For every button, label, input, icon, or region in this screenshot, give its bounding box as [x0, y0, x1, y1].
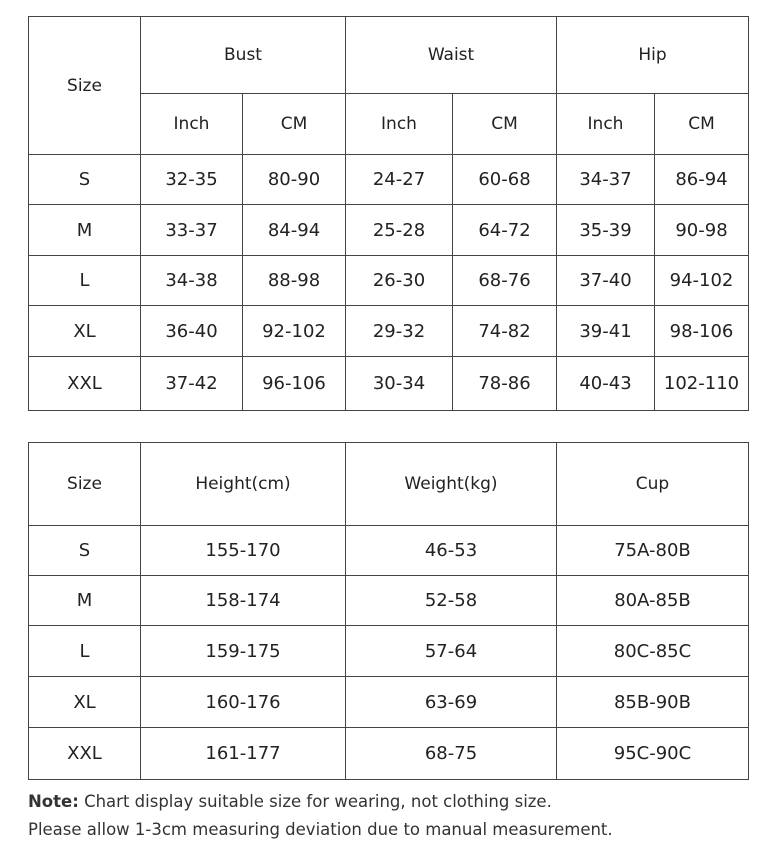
column-header: Size	[28, 442, 141, 526]
value-cell: 160-176	[140, 676, 346, 728]
value-cell: 46-53	[345, 525, 557, 576]
size-cell: S	[28, 525, 141, 576]
size-cell: XXL	[28, 727, 141, 780]
value-cell: 32-35	[140, 154, 243, 205]
value-cell: 68-76	[451, 255, 558, 306]
value-cell: 92-102	[242, 305, 346, 357]
value-cell: 40-43	[556, 356, 656, 411]
note-line-1: Note: Chart display suitable size for we…	[28, 792, 552, 811]
table-row: M 33-37 84-94 25-28 64-72 35-39 90-98	[28, 204, 750, 256]
size-cell: L	[28, 255, 141, 306]
unit-header: Inch	[345, 93, 453, 155]
value-cell: 29-32	[345, 305, 453, 357]
hip-header: Hip	[556, 16, 750, 94]
value-cell: 33-37	[140, 204, 243, 256]
unit-header: CM	[242, 93, 346, 155]
value-cell: 161-177	[140, 727, 346, 780]
note-line-2: Please allow 1-3cm measuring deviation d…	[28, 820, 613, 839]
size-cell: S	[28, 154, 141, 205]
value-cell: 78-86	[451, 356, 558, 411]
value-cell: 155-170	[140, 525, 346, 576]
column-header: Height(cm)	[140, 442, 346, 526]
value-cell: 95C-90C	[556, 727, 749, 780]
size-cell: XL	[28, 676, 141, 728]
value-cell: 39-41	[556, 305, 656, 357]
size-cell: L	[28, 625, 141, 677]
value-cell: 158-174	[140, 575, 346, 626]
table-row: XL 160-176 63-69 85B-90B	[28, 676, 749, 728]
value-cell: 84-94	[242, 204, 346, 256]
value-cell: 74-82	[451, 305, 558, 357]
column-header: Weight(kg)	[345, 442, 557, 526]
value-cell: 80C-85C	[556, 625, 749, 677]
value-cell: 90-98	[654, 204, 750, 256]
size-cell: M	[28, 204, 141, 256]
note-label: Note:	[28, 792, 79, 811]
column-header: Cup	[556, 442, 749, 526]
table-row: L 34-38 88-98 26-30 68-76 37-40 94-102	[28, 255, 750, 306]
unit-header: Inch	[556, 93, 656, 155]
value-cell: 34-38	[140, 255, 243, 306]
table-row: XXL 161-177 68-75 95C-90C	[28, 727, 749, 780]
value-cell: 36-40	[140, 305, 243, 357]
value-cell: 63-69	[345, 676, 557, 728]
value-cell: 96-106	[242, 356, 346, 411]
value-cell: 25-28	[345, 204, 453, 256]
value-cell: 68-75	[345, 727, 557, 780]
value-cell: 85B-90B	[556, 676, 749, 728]
table-row: XL 36-40 92-102 29-32 74-82 39-41 98-106	[28, 305, 750, 357]
value-cell: 88-98	[242, 255, 346, 306]
value-cell: 80A-85B	[556, 575, 749, 626]
value-cell: 52-58	[345, 575, 557, 626]
value-cell: 37-40	[556, 255, 656, 306]
table-row: S 32-35 80-90 24-27 60-68 34-37 86-94	[28, 154, 750, 205]
body-size-table: Size Height(cm) Weight(kg) Cup S 155-170 46-5…	[28, 442, 749, 780]
value-cell: 102-110	[654, 356, 750, 411]
value-cell: 159-175	[140, 625, 346, 677]
value-cell: 35-39	[556, 204, 656, 256]
size-cell: XXL	[28, 356, 141, 411]
measurements-table: Size Bust Waist Hip Inch CM Inch CM Inch CM S…	[28, 16, 750, 411]
value-cell: 86-94	[654, 154, 750, 205]
value-cell: 75A-80B	[556, 525, 749, 576]
table-row: M 158-174 52-58 80A-85B	[28, 575, 749, 626]
table-row: L 159-175 57-64 80C-85C	[28, 625, 749, 677]
value-cell: 24-27	[345, 154, 453, 205]
value-cell: 80-90	[242, 154, 346, 205]
value-cell: 34-37	[556, 154, 656, 205]
note-text-1: Chart display suitable size for wearing,…	[84, 792, 552, 811]
unit-header: CM	[451, 93, 558, 155]
value-cell: 64-72	[451, 204, 558, 256]
table-row: S 155-170 46-53 75A-80B	[28, 525, 749, 576]
value-cell: 26-30	[345, 255, 453, 306]
size-cell: M	[28, 575, 141, 626]
unit-header: Inch	[140, 93, 243, 155]
value-cell: 37-42	[140, 356, 243, 411]
bust-header: Bust	[140, 16, 346, 94]
size-cell: XL	[28, 305, 141, 357]
table-row: XXL 37-42 96-106 30-34 78-86 40-43 102-110	[28, 356, 750, 411]
value-cell: 57-64	[345, 625, 557, 677]
size-header: Size	[28, 16, 141, 155]
value-cell: 30-34	[345, 356, 453, 411]
value-cell: 94-102	[654, 255, 750, 306]
value-cell: 98-106	[654, 305, 750, 357]
waist-header: Waist	[344, 16, 558, 94]
unit-header: CM	[654, 93, 750, 155]
value-cell: 60-68	[451, 154, 558, 205]
